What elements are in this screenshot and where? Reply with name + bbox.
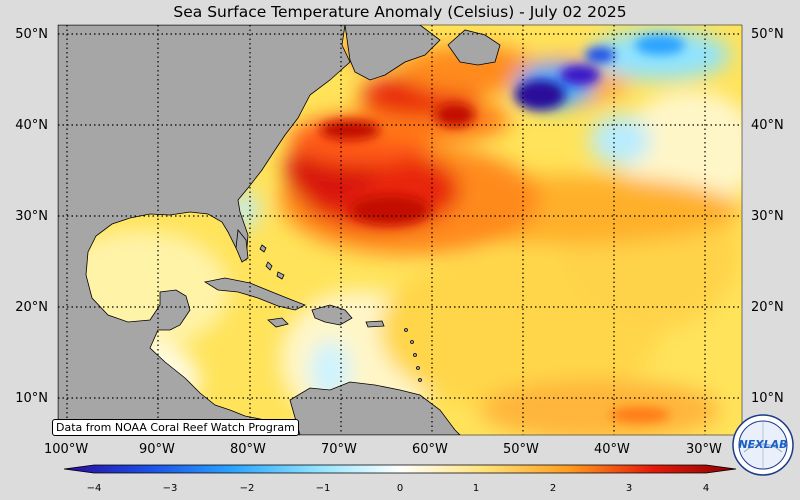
colorbar-tick: −2 [239, 483, 255, 494]
lon-label-80w: 80°W [230, 442, 266, 457]
nexlab-logo: NEXLAB [732, 414, 794, 476]
logo-text: NEXLAB [738, 438, 787, 451]
colorbar [63, 464, 737, 474]
lon-label-90w: 90°W [139, 442, 175, 457]
lon-label-70w: 70°W [321, 442, 357, 457]
colorbar-tick: −4 [86, 483, 102, 494]
lon-label-60w: 60°W [412, 442, 448, 457]
lat-label-10n-left: 10°N [15, 391, 48, 406]
lat-label-50n-right: 50°N [751, 27, 784, 42]
lat-label-50n-left: 50°N [15, 27, 48, 42]
colorbar-tick: −3 [162, 483, 178, 494]
colorbar-tick: 2 [549, 483, 557, 494]
colorbar-tick: 1 [472, 483, 480, 494]
lon-label-100w: 100°W [44, 442, 89, 457]
lat-label-40n-right: 40°N [751, 118, 784, 133]
lon-label-40w: 40°W [594, 442, 630, 457]
data-credit: Data from NOAA Coral Reef Watch Program [52, 419, 299, 436]
lat-label-10n-right: 10°N [751, 391, 784, 406]
colorbar-tick: 0 [396, 483, 404, 494]
anomaly-field [58, 25, 742, 435]
lon-label-30w: 30°W [686, 442, 722, 457]
colorbar-tick: 3 [625, 483, 633, 494]
lat-label-40n-left: 40°N [15, 118, 48, 133]
lat-label-30n-left: 30°N [15, 209, 48, 224]
graticule [58, 25, 742, 435]
land [58, 25, 501, 435]
colorbar-tick: 4 [702, 483, 710, 494]
lat-label-20n-left: 20°N [15, 300, 48, 315]
lat-label-30n-right: 30°N [751, 209, 784, 224]
colorbar-tick: −1 [315, 483, 331, 494]
lon-label-50w: 50°W [503, 442, 539, 457]
map-title: Sea Surface Temperature Anomaly (Celsius… [173, 3, 627, 21]
lat-label-20n-right: 20°N [751, 300, 784, 315]
